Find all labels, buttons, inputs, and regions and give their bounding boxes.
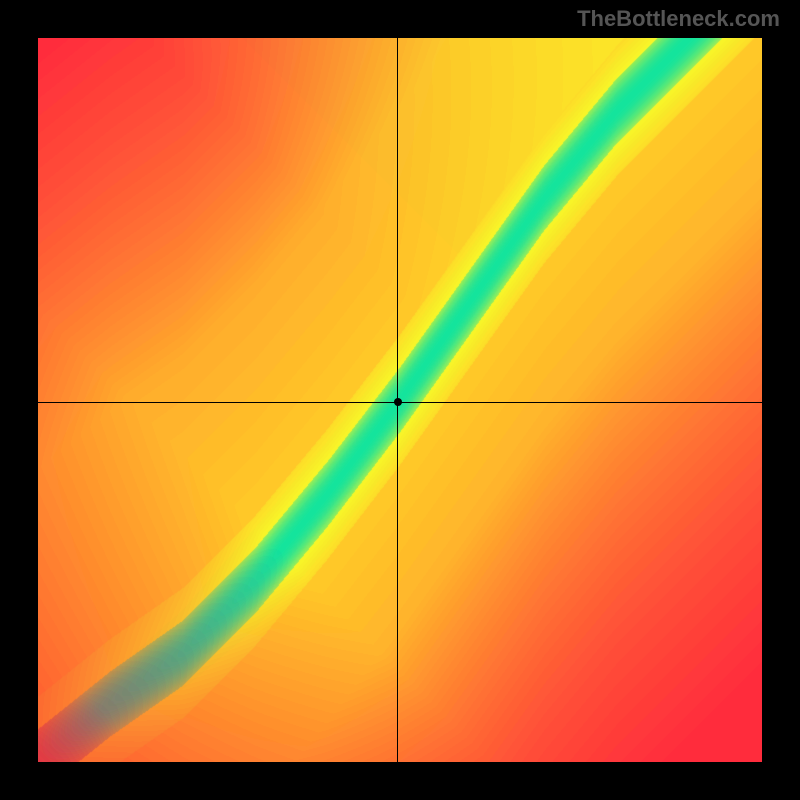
watermark-text: TheBottleneck.com: [577, 6, 780, 32]
crosshair-marker: [394, 398, 402, 406]
